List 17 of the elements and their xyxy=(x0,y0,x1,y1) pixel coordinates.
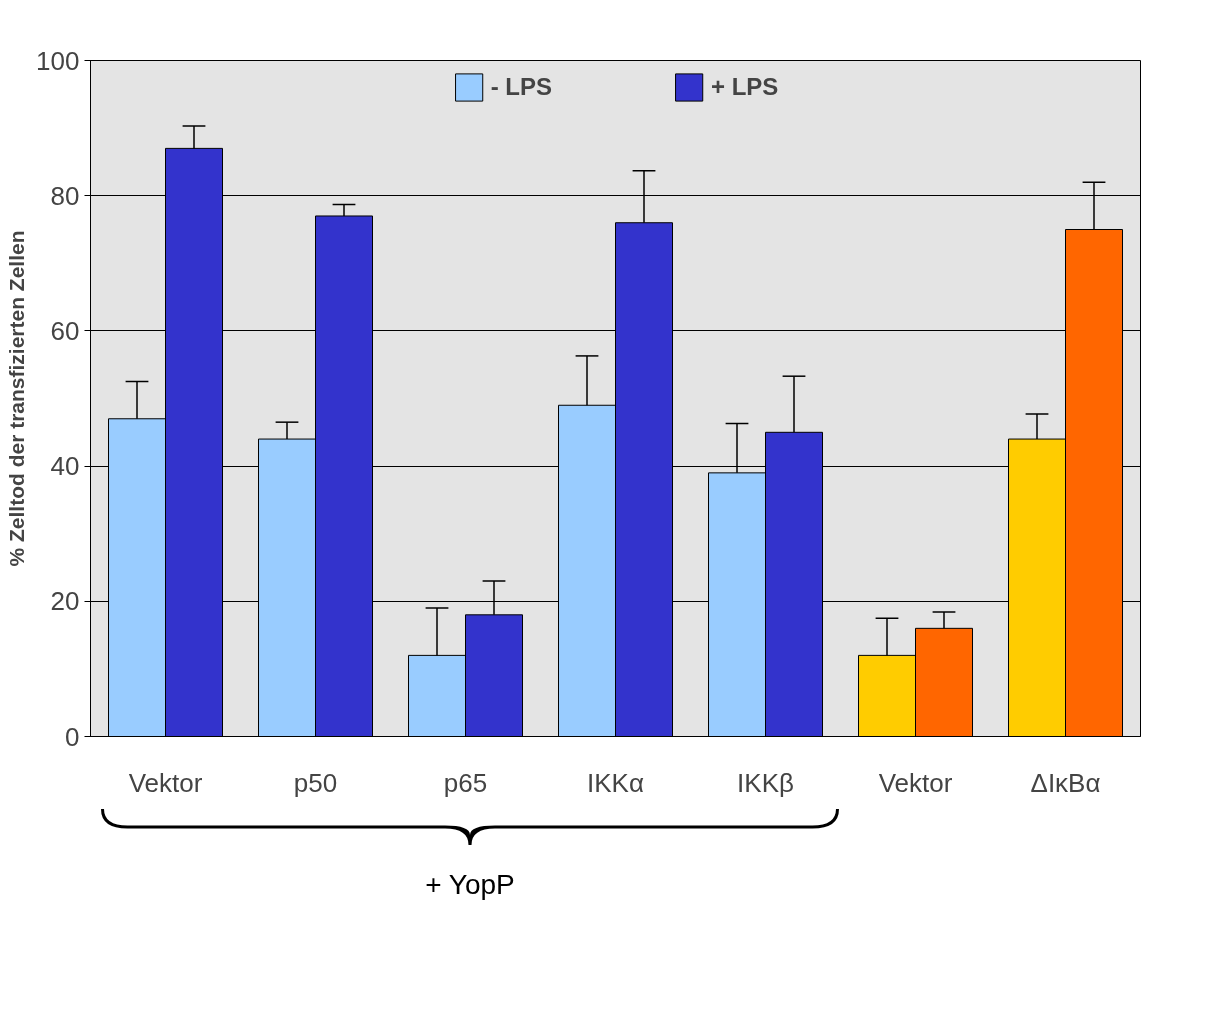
x-tick-label: p50 xyxy=(293,767,338,798)
legend-label: + LPS xyxy=(710,73,779,101)
legend-label: - LPS xyxy=(490,73,552,101)
x-tick-label: IKKβ xyxy=(737,767,794,798)
y-tick-label: 100 xyxy=(36,45,80,76)
x-tick-label: ΔIκBα xyxy=(1030,767,1101,798)
x-tick-label: Vektor xyxy=(128,767,203,798)
text: + YopP xyxy=(424,868,516,902)
y-tick-label: 0 xyxy=(65,721,80,752)
y-tick-label: 40 xyxy=(50,451,80,482)
x-tick-label: IKKα xyxy=(587,767,644,798)
x-tick-label: p65 xyxy=(443,767,488,798)
y-tick-label: 80 xyxy=(50,180,80,211)
x-tick-label: Vektor xyxy=(878,767,953,798)
y-axis-title: % Zelltod der transfizierten Zellen xyxy=(5,230,29,567)
y-tick-label: 60 xyxy=(50,315,80,346)
y-tick-label: 20 xyxy=(50,586,80,617)
